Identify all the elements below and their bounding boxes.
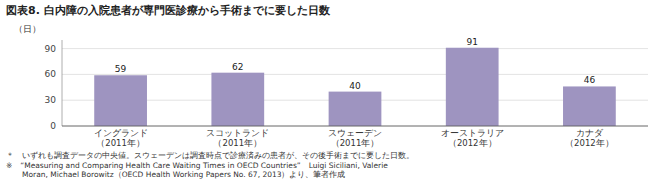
grid-line: [62, 126, 648, 127]
footnote: ＊ いずれも調査データの中央値。スウェーデンは調査時点で診療済みの患者が、その後…: [6, 151, 414, 160]
x-tick-label: カナダ（2012年）: [565, 128, 614, 148]
grid-line: [62, 48, 648, 49]
footnote: ※ “Measuring and Comparing Health Care W…: [6, 161, 388, 179]
text-line: スウェーデン: [328, 128, 382, 138]
grid: [62, 49, 648, 126]
data-label: 40: [349, 81, 361, 91]
y-axis-line: [62, 40, 63, 126]
bar: [211, 73, 264, 126]
chart-container: 図表8. 白内障の入院患者が専門医診療から手術までに要した日数 （日） 0 30 60 9…: [0, 0, 661, 187]
bar: [446, 48, 499, 126]
text-line: Moran, Michael Borowitz（OECD Health Work…: [6, 170, 346, 179]
text-line: ＊ いずれも調査データの中央値。スウェーデンは調査時点で診療済みの患者が、その後…: [6, 151, 414, 160]
y-tick-label: 30: [45, 95, 57, 105]
text-line: （2012年）: [448, 138, 497, 148]
y-tick-label: 0: [50, 121, 56, 131]
data-label: 62: [232, 62, 243, 72]
bars: [94, 48, 616, 126]
text-line: イングランド: [94, 128, 148, 138]
x-tick-label: オーストラリア（2012年）: [441, 128, 504, 148]
data-label: 91: [466, 37, 477, 47]
text-line: （2012年）: [565, 138, 614, 148]
x-tick-label: スウェーデン（2011年）: [328, 128, 382, 148]
x-tick-label: スコットランド（2011年）: [206, 128, 269, 148]
chart: 図表8. 白内障の入院患者が専門医診療から手術までに要した日数 （日） 0 30 60 9…: [0, 0, 661, 187]
background: [0, 0, 661, 187]
x-tick-label: イングランド（2011年）: [94, 128, 148, 148]
title: 図表8. 白内障の入院患者が専門医診療から手術までに要した日数: [6, 4, 331, 17]
bar: [563, 86, 616, 126]
bar: [329, 92, 382, 126]
y-tick-label: 90: [45, 44, 57, 54]
data-label: 46: [584, 75, 596, 85]
text-line: ※ “Measuring and Comparing Health Care W…: [6, 161, 388, 170]
text-line: カナダ: [576, 128, 604, 138]
text-line: （2011年）: [213, 138, 262, 148]
text-line: スコットランド: [206, 128, 269, 138]
text-line: （2011年）: [96, 138, 145, 148]
text-line: オーストラリア: [441, 128, 504, 138]
y-axis-label: （日）: [14, 24, 41, 34]
x-axis-line: [62, 126, 648, 127]
text-line: （2011年）: [331, 138, 380, 148]
y-tick-label: 60: [45, 69, 57, 79]
data-label: 59: [115, 64, 127, 74]
bar: [94, 75, 147, 126]
grid-line: [62, 74, 648, 75]
